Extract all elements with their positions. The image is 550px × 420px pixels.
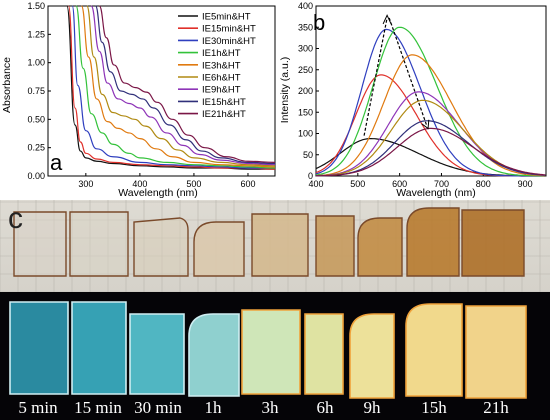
b-x-tick-label: 700: [434, 179, 449, 189]
b-series-line: [315, 28, 546, 177]
daylight-slab: [406, 207, 460, 277]
a-y-tick-label: 0.75: [27, 86, 45, 96]
duration-label: 3h: [261, 398, 279, 417]
uv-slab: [304, 313, 344, 395]
panel-a-label: a: [50, 150, 63, 175]
b-arrow-head-up: [382, 14, 392, 25]
a-legend-entry: IE6h&HT: [202, 73, 241, 84]
b-x-tick-label: 800: [476, 179, 491, 189]
a-x-tick-label: 600: [240, 179, 255, 189]
duration-label: 9h: [363, 398, 381, 417]
a-series-line: [98, 5, 276, 163]
absorbance-chart: 300 400 500 600 0.00 0.25 0.50 0.75 1.00 1.25 1.50…: [1, 1, 276, 199]
duration-label: 5 min: [18, 398, 58, 417]
b-x-tick-label: 500: [350, 179, 365, 189]
duration-label: 6h: [316, 398, 334, 417]
a-legend-entry: IE5min&HT: [202, 12, 251, 23]
daylight-slab: [251, 213, 309, 277]
b-x-axis-label: Wavelength (nm): [396, 187, 476, 199]
a-y-tick-label: 0.00: [27, 171, 45, 181]
b-y-axis-label: Intensity (a.u.): [279, 57, 291, 124]
duration-label: 15h: [421, 398, 447, 417]
a-y-tick-label: 1.50: [27, 1, 45, 11]
a-series-line: [86, 5, 276, 167]
duration-label: 21h: [483, 398, 509, 417]
b-y-tick-label: 250: [298, 65, 313, 75]
a-legend-entry: IE15h&HT: [202, 97, 246, 108]
panel-b-label: b: [313, 10, 325, 35]
daylight-slab: [461, 209, 525, 277]
a-y-tick-label: 0.50: [27, 114, 45, 124]
b-trend-arrow-down: [388, 17, 428, 127]
a-series-line: [71, 5, 276, 169]
b-y-tick-label: 200: [298, 86, 313, 96]
b-y-tick-label: 100: [298, 129, 313, 139]
b-y-tick-label: 350: [298, 22, 313, 32]
a-legend-entry: IE9h&HT: [202, 85, 241, 96]
duration-label: 30 min: [134, 398, 182, 417]
b-y-tick-label: 150: [298, 107, 313, 117]
uv-photo: 5 min 15 min 30 min 1h 3h 6h 9h 15h 21h: [0, 292, 550, 420]
a-series-line: [67, 5, 276, 170]
b-y-tick-label: 50: [303, 150, 313, 160]
daylight-photo: c: [0, 200, 550, 292]
b-plot-frame: [315, 5, 547, 177]
intensity-chart: 400 500 600 700 800 900 0 50 100 150 200 250 300 350 4…: [279, 1, 547, 199]
b-x-tick-label: 900: [518, 179, 533, 189]
a-legend-entry: IE21h&HT: [202, 109, 246, 120]
uv-slab: [9, 301, 69, 395]
a-legend-entry: IE15min&HT: [202, 24, 256, 35]
a-series-line: [90, 5, 276, 166]
a-x-tick-label: 300: [78, 179, 93, 189]
uv-slab: [188, 313, 240, 397]
daylight-slab: [69, 211, 129, 277]
duration-label: 1h: [204, 398, 222, 417]
b-arrow-head-down: [421, 119, 430, 130]
grid-paper: [0, 200, 550, 292]
b-series-line: [315, 127, 546, 177]
a-x-axis-label: Wavelength (nm): [118, 187, 198, 199]
b-series-line: [315, 26, 546, 177]
a-legend-entry: IE1h&HT: [202, 48, 241, 59]
duration-label: 15 min: [74, 398, 122, 417]
b-x-tick-label: 600: [392, 179, 407, 189]
uv-slab: [241, 309, 301, 395]
a-series-line: [75, 5, 276, 169]
b-y-tick-label: 0: [308, 171, 313, 181]
a-legend-entry: IE30min&HT: [202, 36, 256, 47]
a-legend-entry: IE3h&HT: [202, 60, 241, 71]
a-y-axis-label: Absorbance: [1, 57, 13, 113]
uv-slab: [129, 313, 185, 395]
b-x-tick-label: 400: [308, 179, 323, 189]
daylight-slab: [357, 217, 403, 277]
b-series-line: [315, 54, 546, 177]
b-series-line: [316, 91, 546, 177]
daylight-slab: [193, 221, 245, 277]
b-y-tick-label: 400: [298, 1, 313, 11]
uv-slab: [465, 305, 527, 399]
a-y-tick-label: 0.25: [27, 143, 45, 153]
a-x-tick-label: 500: [186, 179, 201, 189]
a-x-tick-label: 400: [132, 179, 147, 189]
uv-slab: [71, 301, 127, 395]
daylight-slab: [315, 215, 355, 277]
panel-c-label: c: [8, 202, 23, 235]
uv-slab: [349, 313, 395, 399]
a-series-line: [94, 5, 276, 165]
daylight-slab: [133, 217, 189, 277]
a-series-line: [80, 5, 276, 168]
a-y-tick-label: 1.00: [27, 58, 45, 68]
a-y-tick-label: 1.25: [27, 29, 45, 39]
uv-slabs: [9, 301, 527, 399]
daylight-slab: [13, 211, 67, 277]
b-y-tick-label: 300: [298, 44, 313, 54]
uv-slab: [405, 303, 463, 397]
